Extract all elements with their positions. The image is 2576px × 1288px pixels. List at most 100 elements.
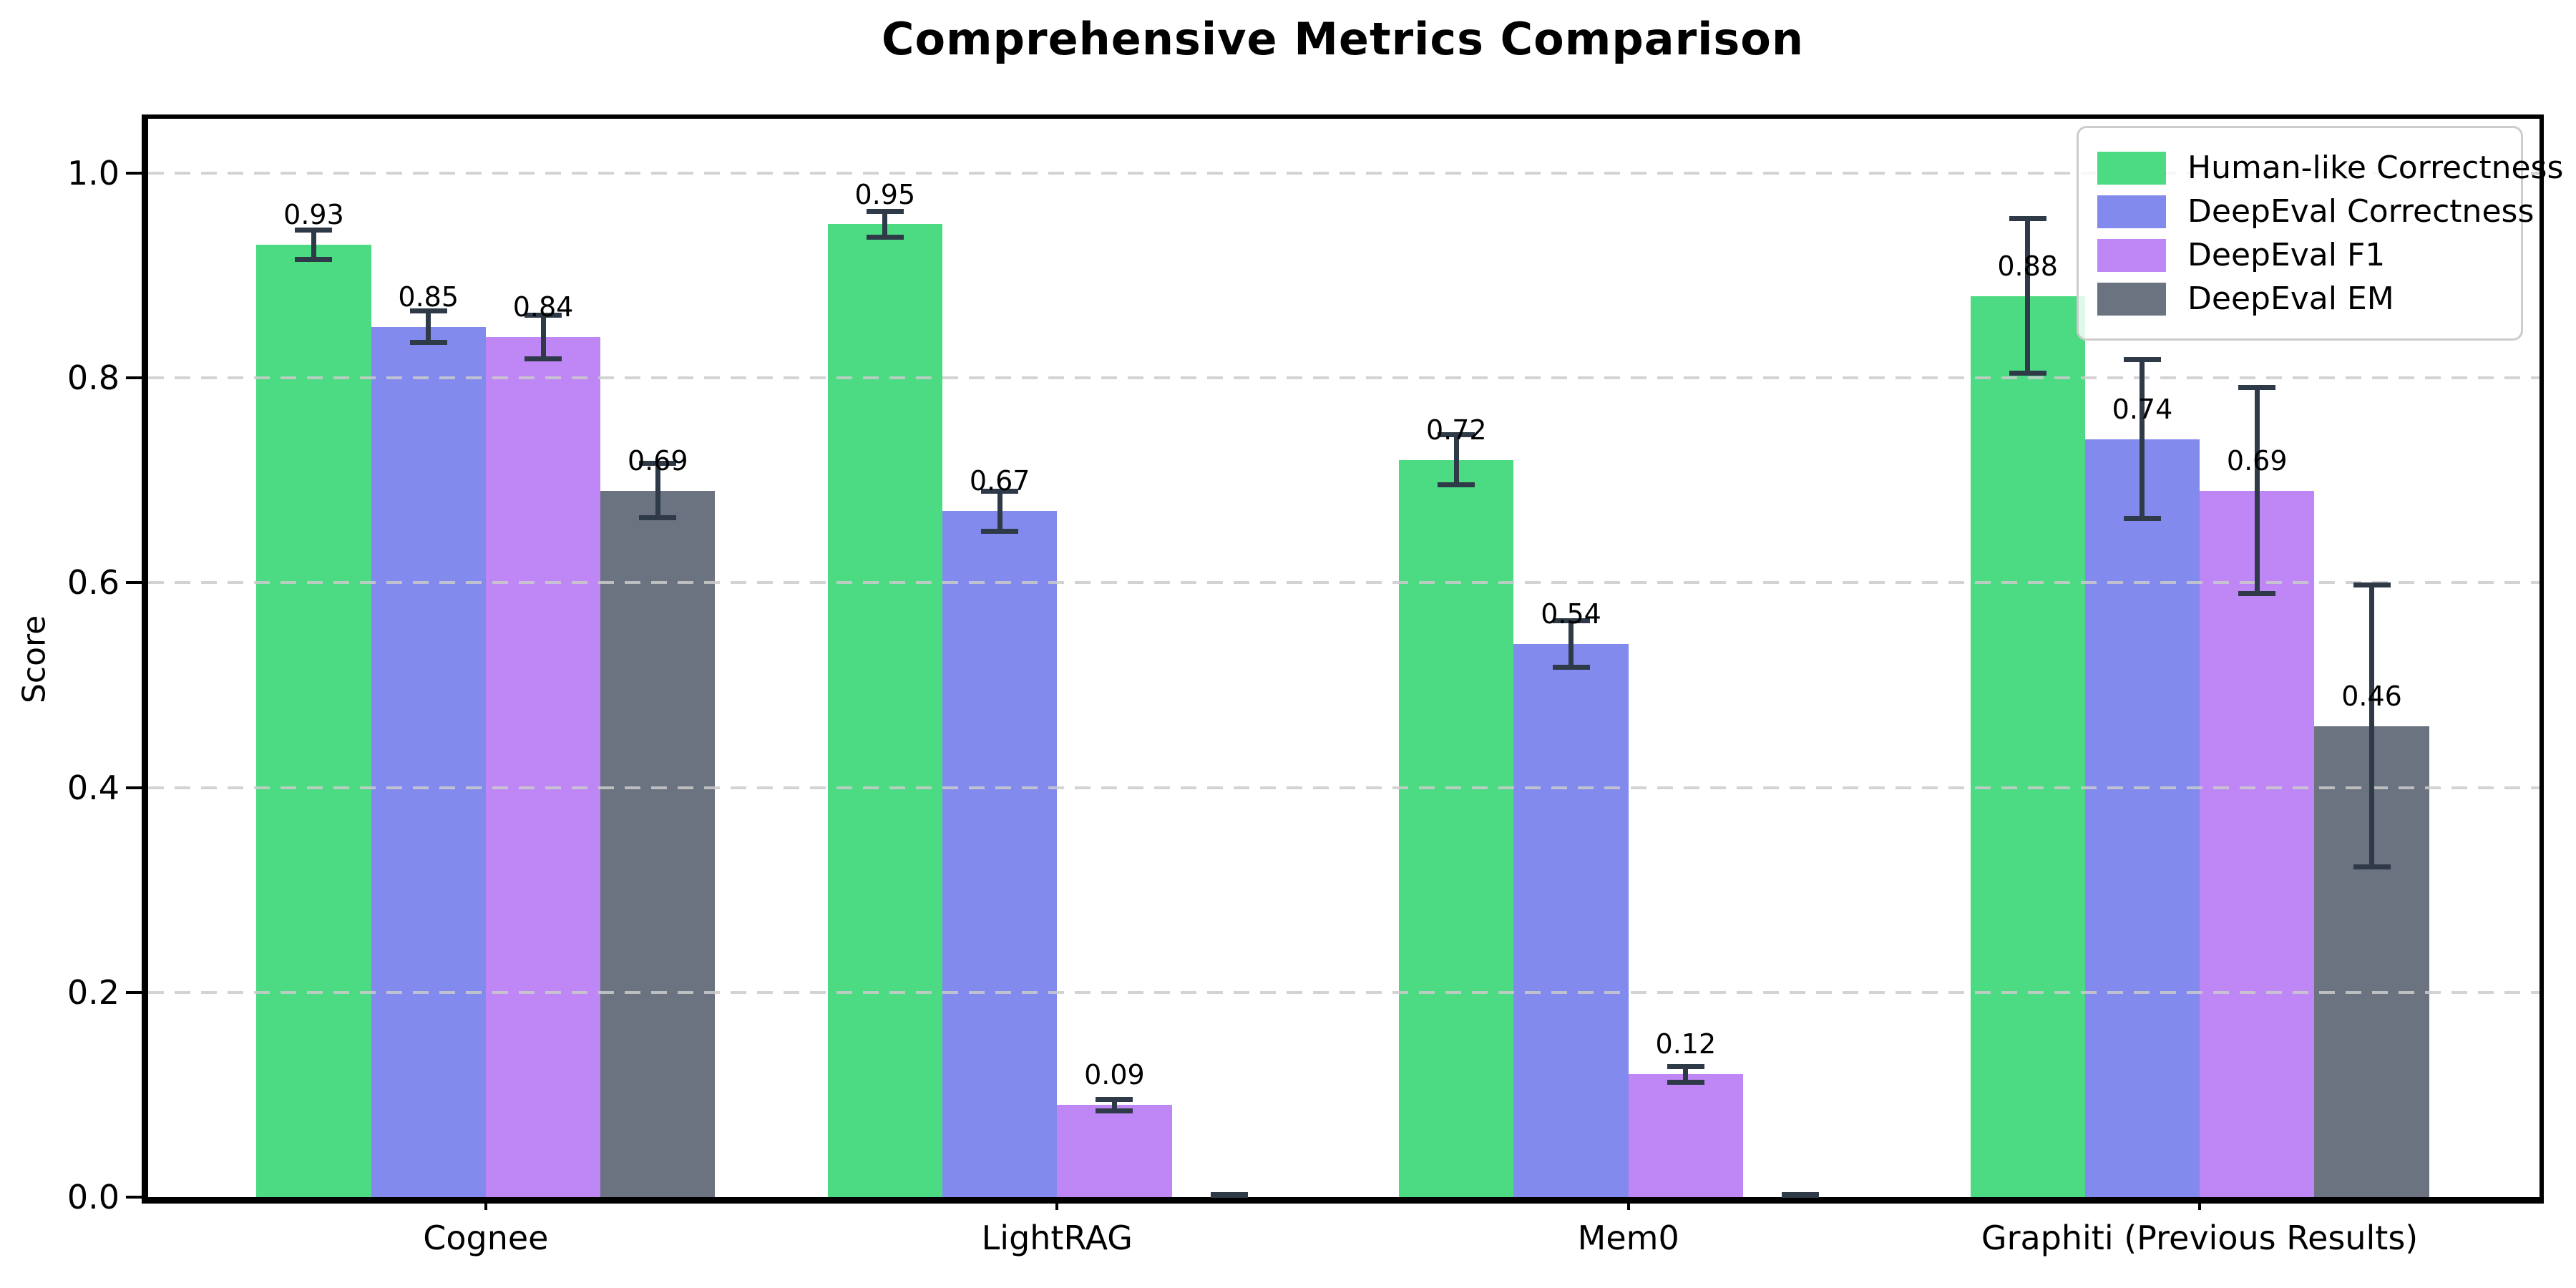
error-bar-deepeval-f1-cognee (540, 312, 546, 362)
bar-human-like-correctness-mem0 (1399, 459, 1514, 1197)
error-cap-high-deepeval-f1-mem0 (1667, 1063, 1704, 1069)
y-tick-label-0.0: 0.0 (67, 1178, 119, 1216)
value-label-deepeval-f1-mem0: 0.12 (1655, 1028, 1717, 1060)
error-bar-deepeval-f1-lightrag (1111, 1096, 1117, 1113)
value-label-human-like-correctness-cognee: 0.93 (283, 199, 344, 231)
error-bar-deepeval-f1-graphiti-previous-results (2254, 385, 2260, 596)
bar-human-like-correctness-graphiti-previous-results (1970, 296, 2085, 1197)
bar-deepeval-correctness-mem0 (1513, 644, 1629, 1197)
value-label-deepeval-f1-graphiti-previous-results: 0.69 (2226, 444, 2288, 477)
y-tick-0.4 (126, 786, 142, 789)
value-label-deepeval-correctness-cognee: 0.85 (398, 280, 459, 313)
value-label-deepeval-em-cognee: 0.69 (628, 444, 688, 477)
error-cap-high-deepeval-f1-lightrag (1096, 1096, 1133, 1102)
error-bar-human-like-correctness-cognee (311, 227, 316, 263)
error-cap-high-deepeval-f1-cognee (525, 312, 562, 318)
bar-deepeval-correctness-lightrag (942, 511, 1058, 1197)
x-tick-label-lightrag: LightRAG (981, 1219, 1133, 1257)
bar-deepeval-f1-lightrag (1057, 1105, 1172, 1197)
legend-label-human-like-correctness: Human-like Correctness (2187, 150, 2564, 186)
error-cap-high-deepeval-correctness-lightrag (981, 488, 1019, 494)
error-cap-low-human-like-correctness-mem0 (1438, 482, 1475, 488)
y-tick-label-0.8: 0.8 (67, 358, 119, 398)
error-cap-low-deepeval-em-lightrag (1210, 1192, 1248, 1197)
legend-swatch-deepeval-em (2097, 282, 2166, 316)
bar-deepeval-f1-cognee (485, 336, 601, 1197)
chart-title: Comprehensive Metrics Comparison (881, 13, 1805, 65)
error-cap-high-human-like-correctness-cognee (295, 227, 333, 233)
error-bar-deepeval-correctness-graphiti-previous-results (2140, 357, 2145, 522)
error-cap-high-deepeval-correctness-graphiti-previous-results (2123, 357, 2161, 363)
error-cap-high-deepeval-em-graphiti-previous-results (2353, 582, 2391, 588)
error-cap-high-deepeval-correctness-cognee (409, 308, 447, 313)
error-bar-deepeval-correctness-mem0 (1568, 618, 1574, 670)
x-tick-lightrag (1055, 1197, 1059, 1210)
bar-deepeval-correctness-graphiti-previous-results (2084, 439, 2200, 1197)
error-bar-human-like-correctness-graphiti-previous-results (2025, 215, 2031, 376)
legend-swatch-human-like-correctness (2097, 151, 2166, 185)
error-cap-low-deepeval-f1-mem0 (1667, 1079, 1704, 1085)
bar-deepeval-f1-mem0 (1628, 1074, 1743, 1197)
error-cap-low-deepeval-em-mem0 (1782, 1192, 1820, 1197)
legend-label-deepeval-correctness: DeepEval Correctness (2187, 193, 2534, 230)
error-cap-high-human-like-correctness-graphiti-previous-results (2009, 215, 2046, 221)
value-label-human-like-correctness-graphiti-previous-results: 0.88 (1997, 250, 2058, 282)
legend-swatch-deepeval-f1 (2097, 238, 2166, 272)
gridline-0.6 (148, 581, 2540, 585)
value-label-deepeval-f1-cognee: 0.84 (512, 291, 574, 323)
gridline-0.4 (148, 786, 2540, 789)
y-tick-label-0.4: 0.4 (67, 768, 119, 807)
error-cap-high-deepeval-correctness-mem0 (1552, 618, 1590, 624)
error-cap-low-deepeval-f1-graphiti-previous-results (2238, 590, 2276, 596)
legend-item-human-like-correctness: Human-like Correctness (2097, 150, 2563, 186)
y-tick-0.2 (126, 990, 142, 994)
x-tick-label-cognee: Cognee (423, 1219, 549, 1257)
x-tick-cognee (484, 1197, 487, 1210)
legend-item-deepeval-correctness: DeepEval Correctness (2097, 193, 2534, 230)
error-bar-deepeval-correctness-lightrag (997, 488, 1002, 534)
error-bar-deepeval-em-graphiti-previous-results (2369, 582, 2375, 870)
y-tick-0.8 (126, 376, 142, 380)
bar-human-like-correctness-lightrag (827, 224, 942, 1197)
gridline-0.2 (148, 990, 2540, 994)
y-tick-label-1.0: 1.0 (67, 153, 119, 192)
y-tick-0.6 (126, 581, 142, 585)
error-cap-low-deepeval-f1-cognee (525, 356, 562, 362)
legend-label-deepeval-f1: DeepEval F1 (2187, 237, 2386, 273)
y-tick-label-0.2: 0.2 (67, 972, 119, 1012)
value-label-deepeval-correctness-graphiti-previous-results: 0.74 (2112, 394, 2173, 426)
error-bar-human-like-correctness-lightrag (882, 208, 888, 240)
legend-item-deepeval-em: DeepEval EM (2097, 280, 2502, 317)
value-label-deepeval-correctness-lightrag: 0.67 (969, 465, 1030, 497)
error-bar-deepeval-correctness-cognee (426, 308, 431, 346)
error-cap-low-deepeval-correctness-mem0 (1552, 664, 1590, 670)
legend-label-deepeval-em: DeepEval EM (2187, 280, 2394, 317)
error-cap-high-human-like-correctness-mem0 (1438, 431, 1475, 437)
error-cap-high-deepeval-em-cognee (639, 461, 677, 467)
legend-item-deepeval-f1: DeepEval F1 (2097, 237, 2502, 273)
error-cap-high-deepeval-f1-graphiti-previous-results (2238, 385, 2276, 391)
bar-deepeval-correctness-cognee (371, 326, 486, 1197)
error-bar-human-like-correctness-mem0 (1453, 431, 1459, 488)
bar-deepeval-em-cognee (600, 490, 716, 1197)
y-tick-label-0.6: 0.6 (67, 563, 119, 602)
x-tick-label-graphiti-previous-results: Graphiti (Previous Results) (1981, 1219, 2419, 1257)
error-cap-low-deepeval-correctness-cognee (409, 340, 447, 346)
x-tick-mem0 (1626, 1197, 1630, 1210)
x-tick-label-mem0: Mem0 (1577, 1219, 1679, 1257)
gridline-1.0 (148, 171, 2540, 175)
error-cap-low-deepeval-f1-lightrag (1096, 1108, 1133, 1113)
error-cap-low-deepeval-em-graphiti-previous-results (2353, 864, 2391, 870)
y-axis-label: Score (16, 615, 53, 703)
error-cap-low-human-like-correctness-cognee (295, 257, 333, 263)
y-tick-0.0 (126, 1196, 142, 1199)
error-cap-low-deepeval-em-cognee (639, 515, 677, 521)
value-label-deepeval-em-graphiti-previous-results: 0.46 (2341, 680, 2402, 712)
x-tick-graphiti-previous-results (2198, 1197, 2202, 1210)
error-cap-low-deepeval-correctness-lightrag (981, 528, 1019, 534)
value-label-deepeval-correctness-mem0: 0.54 (1541, 598, 1601, 630)
error-bar-deepeval-f1-mem0 (1683, 1063, 1689, 1085)
bar-deepeval-f1-graphiti-previous-results (2200, 490, 2315, 1197)
bar-human-like-correctness-cognee (256, 245, 371, 1197)
error-cap-low-human-like-correctness-lightrag (866, 234, 904, 240)
